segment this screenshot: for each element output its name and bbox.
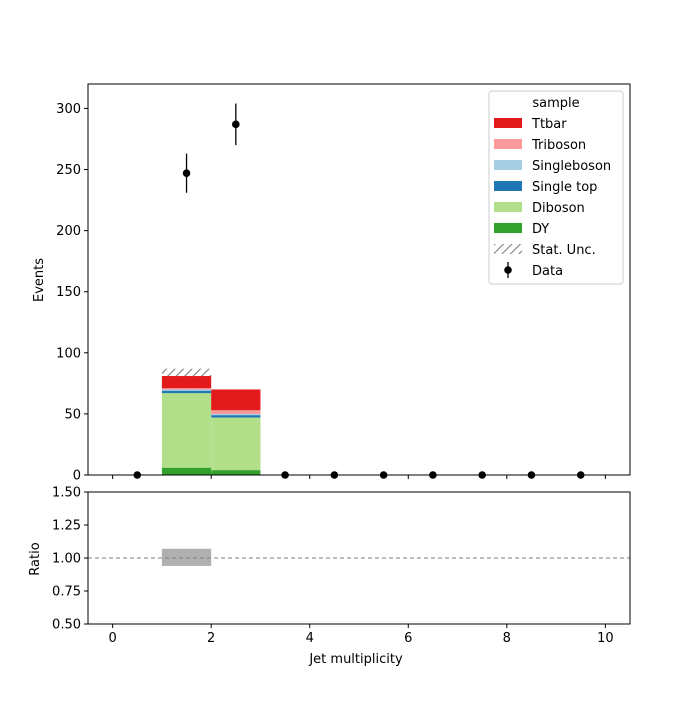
xtick-label: 8: [503, 631, 511, 646]
ratio-y-ticks: 0.50 0.75 1.00 1.25 1.50: [52, 486, 88, 633]
stat-unc-band-0: [161, 368, 212, 377]
legend-items: Ttbar Triboson Singleboson Single top Diboso…: [494, 117, 611, 279]
legend-swatch-diboson: [494, 202, 522, 212]
legend-label-dy: DY: [532, 222, 549, 237]
main-y-axis-label: Events: [32, 258, 47, 302]
legend-label-ttbar: Ttbar: [531, 117, 567, 132]
legend-box: [488, 90, 624, 285]
bar-ttbar-bin-2: [211, 389, 261, 411]
legend-label-stat-unc: Stat. Unc.: [532, 243, 596, 258]
bar-singleboson-bin-1: [161, 389, 212, 391]
legend-label-triboson: Triboson: [531, 138, 586, 153]
legend-label-singleboson: Singleboson: [532, 159, 611, 174]
ratio-ytick-label: 1.25: [52, 519, 81, 534]
xtick-label: 10: [597, 631, 614, 646]
legend-swatch-ttbar: [494, 118, 522, 128]
legend-swatch-dy: [494, 223, 522, 233]
bar-diboson-bin-2: [211, 417, 261, 471]
legend-swatch-singleboson: [494, 160, 522, 170]
ratio-ytick-label: 0.75: [52, 585, 81, 600]
bar-single-top-bin-2: [211, 415, 261, 418]
legend-label-data: Data: [532, 264, 563, 279]
legend-title: sample: [532, 96, 579, 111]
data-point-1: [182, 169, 191, 177]
ratio-ytick-label: 1.50: [52, 486, 81, 501]
bar-triboson-bin-1: [161, 388, 212, 390]
ratio-panel: 0.50 0.75 1.00 1.25 1.50 0 2 4 6 8 10 Ratio Jet m…: [28, 486, 631, 667]
x-axis-label: Jet multiplicity: [308, 652, 403, 667]
main-ytick-label: 0: [73, 469, 81, 484]
main-y-ticks: 0 50 100 150 200 250 300: [56, 102, 88, 484]
legend-swatch-data: [504, 266, 512, 274]
main-ytick-label: 100: [56, 346, 81, 361]
legend-label-single-top: Single top: [532, 180, 597, 195]
stacked-bars: [161, 376, 261, 475]
ratio-ytick-label: 0.50: [52, 618, 81, 633]
main-panel: 0 50 100 150 200 250 300 Events: [32, 83, 631, 484]
main-ytick-label: 50: [64, 407, 81, 422]
legend-swatch-stat-unc: [494, 244, 522, 254]
xtick-label: 6: [404, 631, 412, 646]
ratio-x-ticks: 0 2 4 6 8 10: [108, 624, 614, 646]
main-ytick-label: 250: [56, 163, 81, 178]
bar-dy-bin-1: [161, 467, 212, 475]
xtick-label: 0: [108, 631, 116, 646]
ratio-y-axis-label: Ratio: [28, 542, 43, 575]
bar-diboson-bin-1: [161, 393, 212, 468]
ratio-unc-bands: [161, 548, 212, 566]
bar-triboson-bin-2: [211, 410, 261, 414]
xtick-label: 4: [306, 631, 314, 646]
xtick-label: 2: [207, 631, 215, 646]
main-ytick-label: 300: [56, 102, 81, 117]
legend-swatch-triboson: [494, 139, 522, 149]
bar-ttbar-bin-1: [161, 376, 212, 389]
legend-swatch-single-top: [494, 181, 522, 191]
data-point-2: [232, 120, 240, 129]
ratio-unc-band-0: [161, 548, 212, 566]
legend: sample Ttbar Triboson Singleboson Single to…: [488, 90, 624, 285]
bar-dy-bin-2: [211, 470, 261, 475]
main-x-ticks: [112, 475, 606, 479]
bar-singleboson-bin-2: [211, 413, 261, 416]
bar-single-top-bin-1: [161, 390, 212, 394]
main-ytick-label: 150: [56, 285, 81, 300]
ratio-ytick-label: 1.00: [52, 552, 81, 567]
legend-label-diboson: Diboson: [532, 201, 585, 216]
main-axes-frame: [87, 83, 631, 476]
main-ytick-label: 200: [56, 224, 81, 239]
stat-unc-bands: [161, 368, 212, 377]
